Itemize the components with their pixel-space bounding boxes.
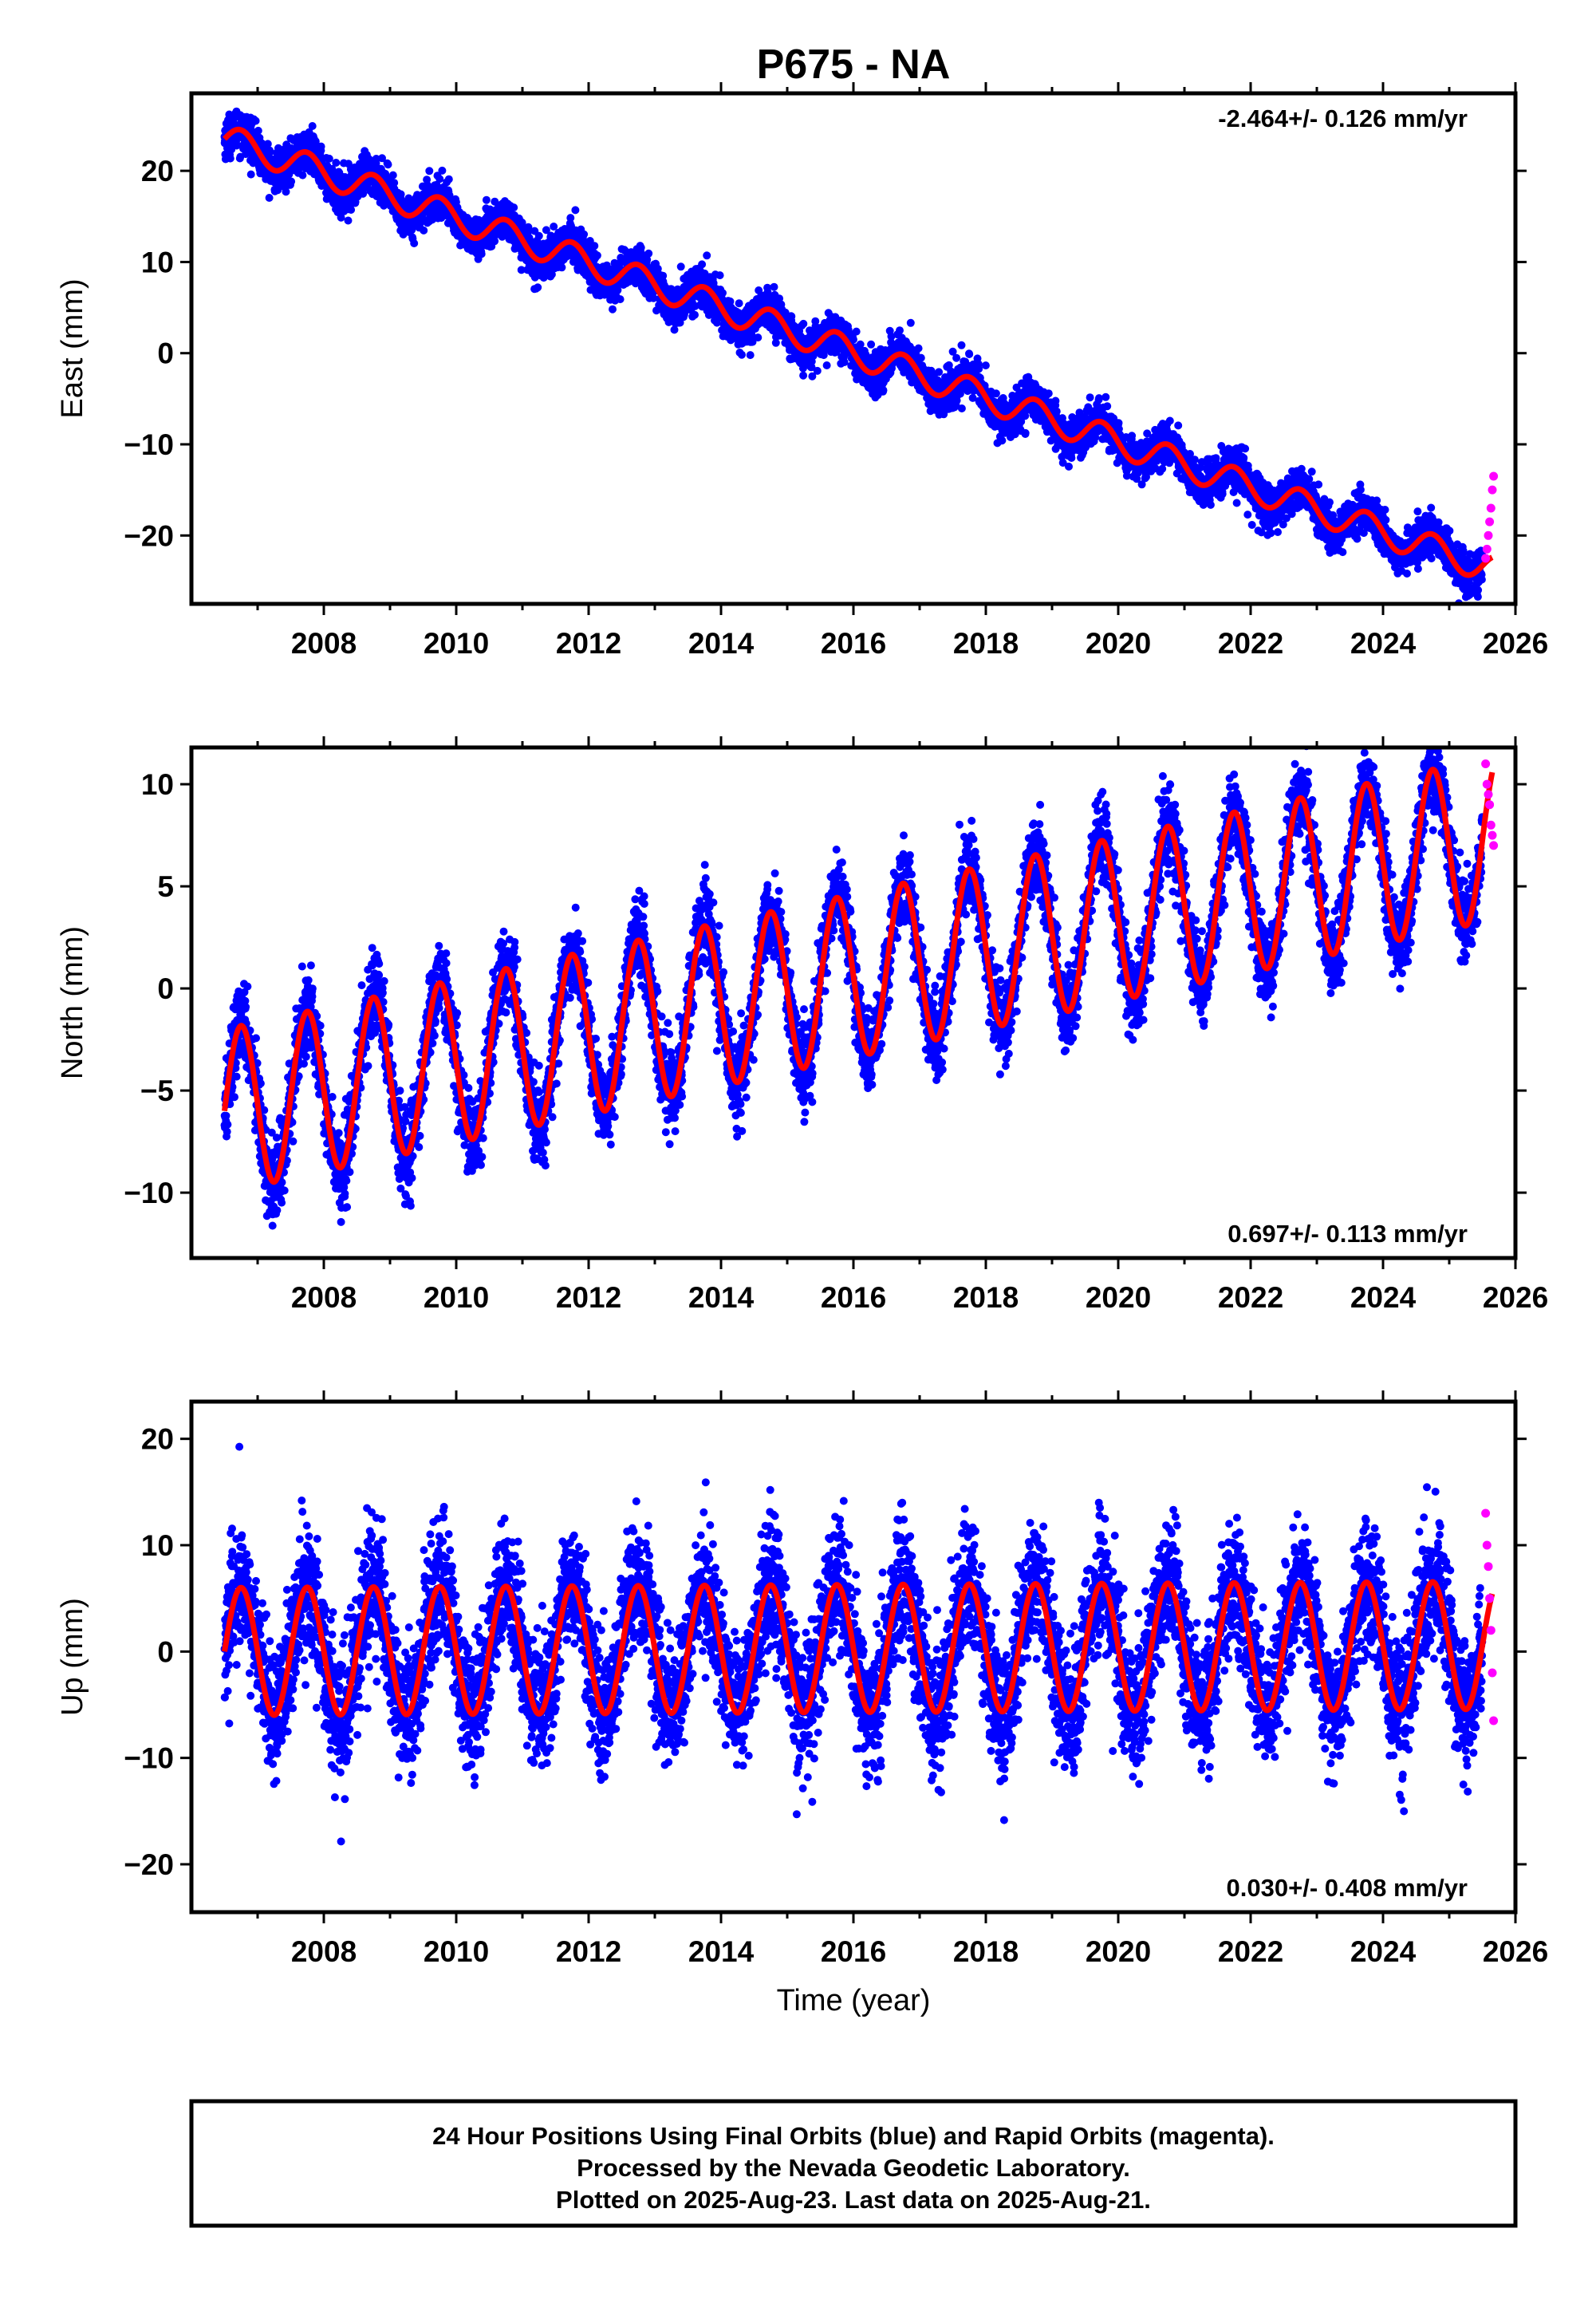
up-x-tick-label: 2014 bbox=[688, 1935, 755, 1968]
up-y-tick-label: 10 bbox=[141, 1529, 174, 1562]
up-rapid-orbit-point bbox=[1488, 1668, 1497, 1678]
up-model-line bbox=[222, 1579, 1496, 1718]
east-x-tick-label: 2024 bbox=[1350, 627, 1417, 660]
east-x-tick-label: 2008 bbox=[291, 627, 357, 660]
up-rapid-orbit-point bbox=[1484, 1562, 1493, 1572]
up-y-tick-label: −10 bbox=[124, 1742, 174, 1775]
east-rapid-orbit-point bbox=[1482, 544, 1492, 554]
east-rapid-orbit-point bbox=[1481, 554, 1491, 563]
north-x-tick-label: 2026 bbox=[1483, 1281, 1548, 1314]
north-rapid-orbit-point bbox=[1481, 759, 1491, 768]
north-x-tick-label: 2016 bbox=[821, 1281, 886, 1314]
up-rapid-orbit-point bbox=[1485, 1594, 1495, 1603]
north-y-tick-label: 5 bbox=[157, 870, 174, 903]
footer-box: 24 Hour Positions Using Final Orbits (bl… bbox=[189, 2099, 1518, 2228]
north-x-tick-label: 2012 bbox=[556, 1281, 621, 1314]
x-axis-label: Time (year) bbox=[777, 1984, 931, 2017]
east-x-tick-label: 2018 bbox=[953, 627, 1019, 660]
east-y-tick-label: 20 bbox=[141, 155, 174, 187]
east-x-tick-label: 2020 bbox=[1086, 627, 1151, 660]
north-x-tick-label: 2018 bbox=[953, 1281, 1019, 1314]
north-y-tick-label: 10 bbox=[141, 768, 174, 801]
north-rapid-orbit-point bbox=[1482, 779, 1492, 789]
up-x-tick-label: 2008 bbox=[291, 1935, 357, 1968]
east-x-tick-label: 2022 bbox=[1218, 627, 1283, 660]
up-x-tick-label: 2024 bbox=[1350, 1935, 1417, 1968]
north-x-tick-label: 2010 bbox=[424, 1281, 489, 1314]
east-y-tick-label: −20 bbox=[124, 519, 174, 552]
east-x-tick-label: 2016 bbox=[821, 627, 886, 660]
east-rapid-orbit-point bbox=[1485, 517, 1495, 526]
footer-border bbox=[189, 2099, 1518, 2228]
north-x-tick-label: 2008 bbox=[291, 1281, 357, 1314]
panel-up: 2008 2010 2012 2014 2016 2018 2020 2022 2024 2026… bbox=[56, 1390, 1548, 1968]
east-x-tick-label: 2012 bbox=[556, 627, 621, 660]
north-rapid-orbit-point bbox=[1486, 820, 1496, 830]
up-y-tick-label: 0 bbox=[157, 1635, 174, 1668]
north-y-tick-label: −10 bbox=[124, 1177, 174, 1209]
up-y-axis-label: Up (mm) bbox=[56, 1598, 89, 1716]
up-rapid-orbit-point bbox=[1486, 1626, 1496, 1635]
east-y-tick-label: 0 bbox=[157, 337, 174, 370]
up-y-tick-label: −20 bbox=[124, 1848, 174, 1881]
north-rapid-orbit-point bbox=[1485, 800, 1495, 810]
panels: 2008 2010 2012 2014 2016 2018 2020 2022 2024 2026… bbox=[56, 82, 1548, 1968]
north-rate-label: 0.697+/- 0.113 mm/yr bbox=[1228, 1220, 1468, 1248]
panel-north: 2008 2010 2012 2014 2016 2018 2020 2022 2024 2026… bbox=[56, 736, 1548, 1314]
footer-line-1: 24 Hour Positions Using Final Orbits (bl… bbox=[432, 2122, 1275, 2150]
footer-line-2: Processed by the Nevada Geodetic Laborat… bbox=[577, 2154, 1130, 2182]
north-x-tick-label: 2014 bbox=[688, 1281, 755, 1314]
up-x-tick-label: 2012 bbox=[556, 1935, 621, 1968]
east-rate-label: -2.464+/- 0.126 mm/yr bbox=[1218, 105, 1468, 132]
up-rapid-orbit-point bbox=[1489, 1716, 1499, 1725]
up-y-tick-label: 20 bbox=[141, 1423, 174, 1456]
east-y-axis-label: East (mm) bbox=[56, 278, 89, 418]
north-x-tick-label: 2022 bbox=[1218, 1281, 1283, 1314]
north-rapid-orbit-point bbox=[1484, 790, 1493, 799]
up-x-tick-label: 2018 bbox=[953, 1935, 1019, 1968]
east-x-tick-label: 2014 bbox=[688, 627, 755, 660]
up-x-tick-label: 2020 bbox=[1086, 1935, 1151, 1968]
north-y-tick-label: 0 bbox=[157, 972, 174, 1005]
east-rapid-orbit-point bbox=[1489, 471, 1499, 481]
east-model-line bbox=[222, 126, 1495, 578]
east-rapid-orbit-point bbox=[1486, 503, 1496, 513]
up-x-tick-label: 2016 bbox=[821, 1935, 886, 1968]
north-rapid-orbit-point bbox=[1488, 830, 1497, 840]
north-y-axis-label: North (mm) bbox=[56, 926, 89, 1079]
east-rapid-orbit-point bbox=[1484, 530, 1493, 540]
up-x-tick-label: 2022 bbox=[1218, 1935, 1283, 1968]
up-x-tick-label: 2026 bbox=[1483, 1935, 1548, 1968]
up-rapid-orbit-point bbox=[1481, 1508, 1491, 1518]
north-y-tick-label: −5 bbox=[140, 1075, 174, 1107]
east-x-tick-label: 2010 bbox=[424, 627, 489, 660]
up-x-tick-label: 2010 bbox=[424, 1935, 489, 1968]
footer-line-3: Plotted on 2025-Aug-23. Last data on 202… bbox=[556, 2186, 1151, 2214]
north-rapid-orbit-point bbox=[1489, 841, 1499, 850]
up-rate-label: 0.030+/- 0.408 mm/yr bbox=[1227, 1874, 1468, 1902]
north-x-tick-label: 2020 bbox=[1086, 1281, 1151, 1314]
east-rapid-orbit-point bbox=[1488, 485, 1497, 495]
east-y-tick-label: 10 bbox=[141, 246, 174, 278]
north-x-tick-label: 2024 bbox=[1350, 1281, 1417, 1314]
panel-east: 2008 2010 2012 2014 2016 2018 2020 2022 2024 2026… bbox=[56, 82, 1548, 660]
east-x-tick-label: 2026 bbox=[1483, 627, 1548, 660]
east-y-tick-label: −10 bbox=[124, 428, 174, 461]
north-model-line bbox=[222, 767, 1496, 1185]
up-rapid-orbit-point bbox=[1482, 1540, 1492, 1550]
figure-title: P675 - NA bbox=[757, 41, 951, 88]
